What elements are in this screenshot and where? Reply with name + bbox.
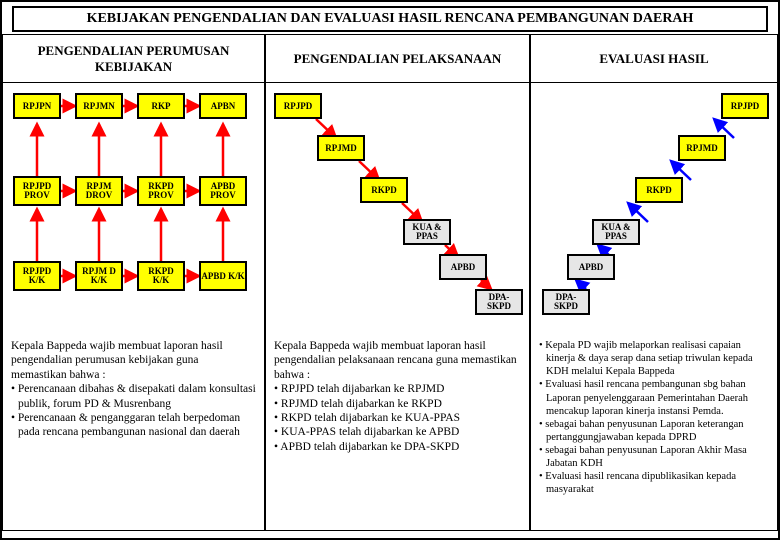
col3-head: EVALUASI HASIL — [531, 35, 777, 83]
col3-desc-b3: • sebagai bahan penyusunan Laporan keter… — [539, 418, 769, 444]
box-c3-rpjpd: RPJPD — [721, 93, 769, 119]
col2-diagram: RPJPD RPJMD RKPD KUA & PPAS APBD DPA-SKP… — [266, 83, 529, 333]
col1-desc: Kepala Bappeda wajib membuat laporan has… — [3, 333, 264, 530]
col-evaluasi-hasil: EVALUASI HASIL RPJPD RPJMD RKPD — [530, 34, 778, 531]
col2-desc-b3: • RKPD telah dijabarkan ke KUA-PPAS — [274, 411, 521, 425]
col1-head: PENGENDALIAN PERUMUSAN KEBIJAKAN — [3, 35, 264, 83]
box-c3-rkpd: RKPD — [635, 177, 683, 203]
col2-desc-b4: • KUA-PPAS telah dijabarkan ke APBD — [274, 425, 521, 439]
box-rpjpn: RPJPN — [13, 93, 61, 119]
col2-desc-b5: • APBD telah dijabarkan ke DPA-SKPD — [274, 440, 521, 454]
col-pengendalian-perumusan: PENGENDALIAN PERUMUSAN KEBIJAKAN — [2, 34, 265, 531]
col3-diagram: RPJPD RPJMD RKPD KUA & PPAS APBD DPA-SKP… — [531, 83, 777, 333]
col1-desc-b1: • Perencanaan dibahas & disepakati dalam… — [11, 382, 256, 411]
box-rpjm-dkk: RPJM D K/K — [75, 261, 123, 291]
box-c2-rkpd: RKPD — [360, 177, 408, 203]
box-rpjpd-prov: RPJPD PROV — [13, 176, 61, 206]
box-c3-apbd: APBD — [567, 254, 615, 280]
box-apbd-kk: APBD K/K — [199, 261, 247, 291]
col1-diagram: RPJPN RPJMN RKP APBN RPJPD PROV RPJM DRO… — [3, 83, 264, 333]
box-rpjm-drov: RPJM DROV — [75, 176, 123, 206]
box-c2-rpjpd: RPJPD — [274, 93, 322, 119]
box-c3-rpjmd: RPJMD — [678, 135, 726, 161]
col3-desc-b4: • sebagai bahan penyusunan Laporan Akhir… — [539, 444, 769, 470]
box-rkp: RKP — [137, 93, 185, 119]
col1-arrows — [3, 83, 266, 333]
col2-desc-lead: Kepala Bappeda wajib membuat laporan has… — [274, 340, 517, 381]
col1-desc-lead: Kepala Bappeda wajib membuat laporan has… — [11, 340, 223, 381]
box-rpjmn: RPJMN — [75, 93, 123, 119]
box-apbd-prov: APBD PROV — [199, 176, 247, 206]
page-title: KEBIJAKAN PENGENDALIAN DAN EVALUASI HASI… — [12, 6, 768, 32]
box-c2-dpaskpd: DPA-SKPD — [475, 289, 523, 315]
box-rkpd-prov: RKPD PROV — [137, 176, 185, 206]
col2-desc-b2: • RPJMD telah dijabarkan ke RKPD — [274, 397, 521, 411]
box-c3-dpaskpd: DPA-SKPD — [542, 289, 590, 315]
col2-desc-b1: • RPJPD telah dijabarkan ke RPJMD — [274, 382, 521, 396]
box-rpjpd-kk: RPJPD K/K — [13, 261, 61, 291]
col3-desc: • Kepala PD wajib melaporkan realisasi c… — [531, 333, 777, 530]
box-c3-kuappas: KUA & PPAS — [592, 219, 640, 245]
col2-head: PENGENDALIAN PELAKSANAAN — [266, 35, 529, 83]
box-c2-rpjmd: RPJMD — [317, 135, 365, 161]
col1-desc-b2: • Perencanaan & penganggaran telah berpe… — [11, 411, 256, 440]
columns-container: PENGENDALIAN PERUMUSAN KEBIJAKAN — [2, 34, 778, 531]
col3-desc-b5: • Evaluasi hasil rencana dipublikasikan … — [539, 470, 769, 496]
col3-desc-b1: • Kepala PD wajib melaporkan realisasi c… — [539, 339, 769, 378]
col-pengendalian-pelaksanaan: PENGENDALIAN PELAKSANAAN RPJPD RPJMD — [265, 34, 530, 531]
box-c2-apbd: APBD — [439, 254, 487, 280]
box-apbn: APBN — [199, 93, 247, 119]
box-rkpd-kk: RKPD K/K — [137, 261, 185, 291]
box-c2-kuappas: KUA & PPAS — [403, 219, 451, 245]
col3-desc-b2: • Evaluasi hasil rencana pembangunan sbg… — [539, 378, 769, 417]
col2-desc: Kepala Bappeda wajib membuat laporan has… — [266, 333, 529, 530]
